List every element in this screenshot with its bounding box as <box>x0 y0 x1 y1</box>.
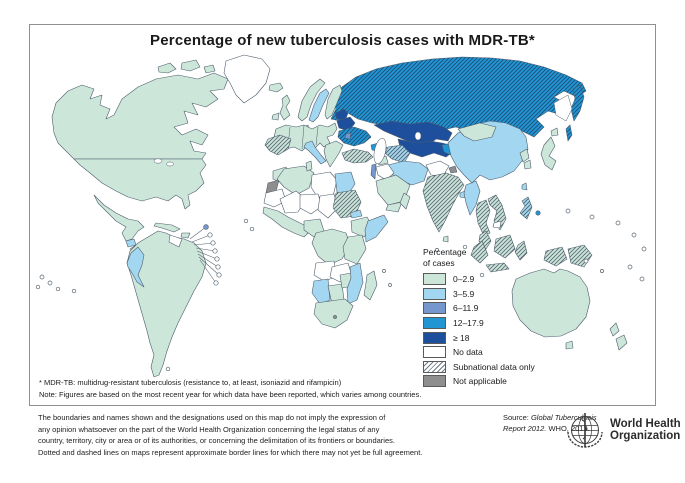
footnote-mdr-definition: * MDR-TB: multidrug-resistant tuberculos… <box>39 378 342 387</box>
map-frame: Percentage of new tuberculosis cases wit… <box>29 24 656 406</box>
who-logo-text: World Health Organization <box>610 417 681 442</box>
legend-item-ge-18: ≥ 18 <box>423 331 603 344</box>
footnote-note: Note: Figures are based on the most rece… <box>39 389 422 399</box>
continent-europe <box>264 56 587 168</box>
legend-swatch <box>423 317 446 330</box>
legend-swatch-hatched <box>423 360 446 373</box>
map-footnotes: * MDR-TB: multidrug-resistant tuberculos… <box>39 377 421 400</box>
water-bodies <box>153 94 573 167</box>
source-citation: Source: Global Tuberculosis Report 2012.… <box>503 413 597 434</box>
legend-item-0-2-9: 0–2.9 <box>423 273 603 286</box>
continent-south-america <box>126 230 207 378</box>
who-emblem-icon <box>567 413 603 448</box>
legend-item-subnational: Subnational data only <box>423 360 603 373</box>
legend-swatch <box>423 287 446 300</box>
legend-title: Percentage of cases <box>423 247 467 268</box>
world-map <box>35 54 647 378</box>
legend-item-not-applicable: Not applicable <box>423 375 603 388</box>
legend: Percentage of cases 0–2.9 3–5.9 6–11.9 1… <box>423 247 603 390</box>
continent-north-america <box>51 54 271 260</box>
island-dots <box>35 208 647 372</box>
legend-swatch <box>423 302 446 315</box>
legend-swatch <box>423 273 446 286</box>
legend-swatch <box>423 346 446 359</box>
caribbean-callouts <box>189 224 222 286</box>
map-title: Percentage of new tuberculosis cases wit… <box>150 32 535 49</box>
legend-swatch <box>423 375 446 388</box>
legend-swatch <box>423 331 446 344</box>
boundary-disclaimer: The boundaries and names shown and the d… <box>38 413 423 457</box>
legend-item-no-data: No data <box>423 346 603 359</box>
legend-item-12-17-9: 12–17.9 <box>423 317 603 330</box>
legend-item-3-5-9: 3–5.9 <box>423 287 603 300</box>
continent-asia <box>370 120 593 273</box>
legend-item-6-11-9: 6–11.9 <box>423 302 603 315</box>
who-logo: World Health Organization <box>565 410 681 450</box>
continent-africa <box>262 160 389 329</box>
continent-oceania <box>511 268 628 351</box>
